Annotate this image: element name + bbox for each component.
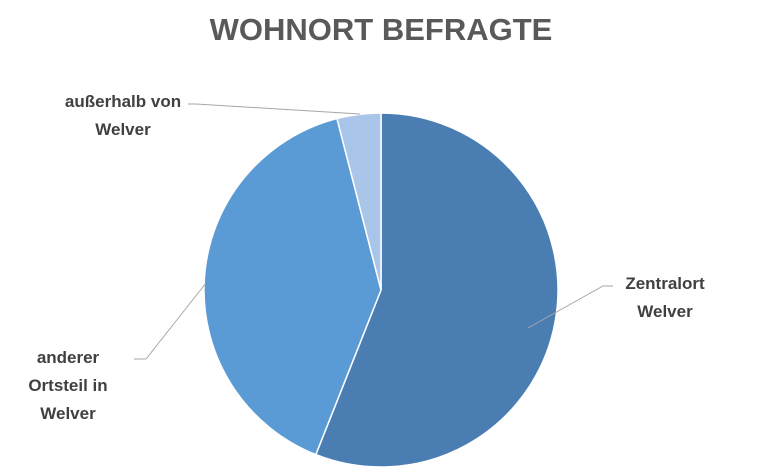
pie-slice [203,117,382,456]
leader-line [188,103,361,115]
pie-slice [336,112,382,291]
slice-label: außerhalb von Welver [64,92,182,139]
slice-label: Zentralort Welver [625,274,705,321]
slices [203,112,559,468]
chart-title: WOHNORT BEFRAGTE [209,12,553,47]
slice-label: anderer Ortsteil in Welver [28,348,108,423]
leader-line [134,282,207,360]
pie-slice [314,112,559,468]
leader-line [527,285,613,329]
